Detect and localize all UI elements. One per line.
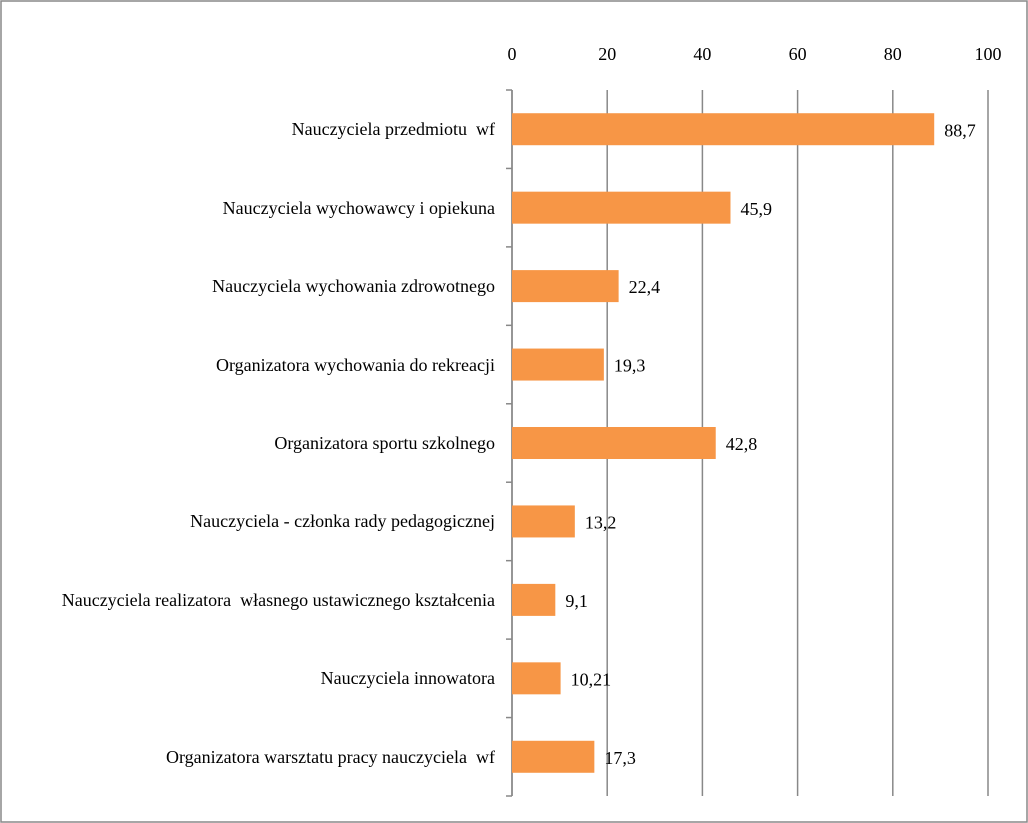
value-label: 9,1 xyxy=(565,591,588,611)
x-tick-label: 40 xyxy=(693,44,711,64)
value-label: 88,7 xyxy=(944,120,976,140)
category-label-box: Organizatora wychowania do rekreacji xyxy=(15,335,495,395)
value-label: 22,4 xyxy=(629,277,661,297)
category-label-box: Nauczyciela innowatora xyxy=(15,648,495,708)
y-tick-label: Nauczyciela - członka rady pedagogicznej xyxy=(190,511,495,532)
category-label-box: Nauczyciela realizatora własnego ustawic… xyxy=(15,570,495,630)
y-tick-label: Nauczyciela wychowawcy i opiekuna xyxy=(222,197,495,218)
value-label: 42,8 xyxy=(726,434,758,454)
bar xyxy=(512,505,575,538)
bar xyxy=(512,427,716,459)
y-tick-label: Nauczyciela wychowania zdrowotnego xyxy=(212,276,495,297)
value-label: 10,21 xyxy=(571,669,612,689)
y-tick-label: Organizatora sportu szkolnego xyxy=(274,433,495,453)
bar xyxy=(512,662,561,695)
bar xyxy=(512,191,731,224)
y-tick-label: Nauczyciela przedmiotu wf xyxy=(291,119,495,140)
x-tick-label: 20 xyxy=(598,44,616,64)
y-tick-label: Organizatora wychowania do rekreacji xyxy=(215,354,495,375)
value-label: 45,9 xyxy=(740,199,772,219)
x-tick-label: 60 xyxy=(789,44,807,64)
bar xyxy=(512,113,935,146)
category-label-box: Nauczyciela wychowania zdrowotnego xyxy=(15,256,495,316)
x-tick-label: 100 xyxy=(975,44,1002,64)
y-tick-label: Nauczyciela innowatora xyxy=(320,668,495,689)
bar xyxy=(512,740,595,773)
bar xyxy=(512,270,619,303)
y-tick-label: Organizatora warsztatu pracy nauczyciela… xyxy=(166,746,495,767)
value-label: 13,2 xyxy=(585,513,617,533)
value-label: 19,3 xyxy=(614,356,646,376)
bar xyxy=(512,348,604,381)
x-tick-label: 0 xyxy=(508,44,517,64)
value-label: 17,3 xyxy=(604,748,636,768)
category-label-box: Organizatora sportu szkolnego xyxy=(15,413,495,473)
bar xyxy=(512,583,556,616)
category-label-box: Nauczyciela wychowawcy i opiekuna xyxy=(15,178,495,238)
category-label-box: Nauczyciela przedmiotu wf xyxy=(15,99,495,159)
y-tick-label: Nauczyciela realizatora własnego ustawic… xyxy=(61,589,495,610)
category-label-box: Nauczyciela - członka rady pedagogicznej xyxy=(15,491,495,551)
category-label-box: Organizatora warsztatu pracy nauczyciela… xyxy=(15,727,495,787)
x-tick-label: 80 xyxy=(884,44,902,64)
